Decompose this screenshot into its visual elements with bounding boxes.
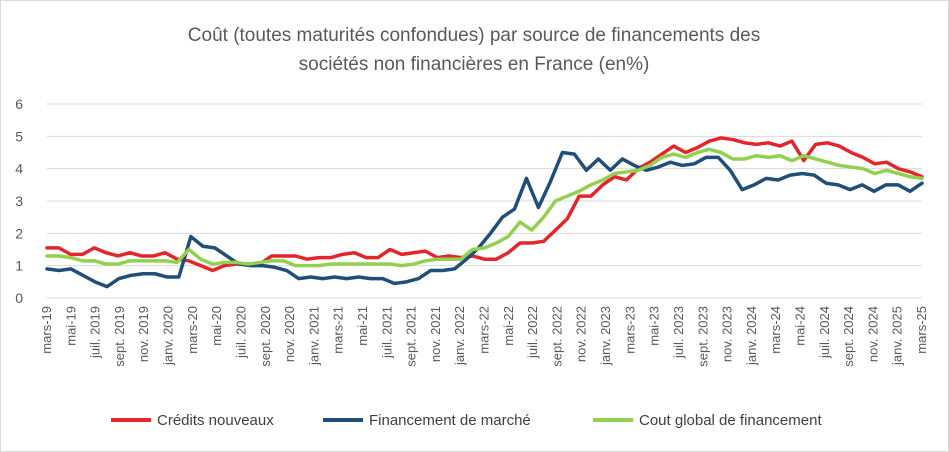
x-tick-label-12: mars-21 bbox=[331, 306, 346, 354]
x-tick-label-17: janv. 2022 bbox=[452, 306, 467, 366]
x-tick-label-16: nov. 2021 bbox=[428, 306, 443, 362]
x-axis-ticks: mars-19 mai-19 juil. 2019 sept. 2019 nov. 20… bbox=[39, 306, 929, 367]
x-tick-label-33: sept. 2024 bbox=[841, 306, 856, 367]
x-tick-label-18: mars-22 bbox=[477, 306, 492, 354]
legend-label-credits-nouveaux: Crédits nouveaux bbox=[157, 412, 274, 429]
x-tick-label-0: mars-19 bbox=[39, 306, 54, 354]
legend-label-financement-de-marche: Financement de marché bbox=[369, 412, 531, 429]
x-tick-label-28: nov. 2023 bbox=[720, 306, 735, 362]
x-tick-label-23: janv. 2023 bbox=[598, 306, 613, 366]
y-tick-label-6: 6 bbox=[15, 96, 23, 112]
x-tick-label-36: mars-25 bbox=[914, 306, 929, 354]
x-tick-label-8: juil. 2020 bbox=[233, 306, 248, 359]
x-tick-label-9: sept. 2020 bbox=[258, 306, 273, 367]
x-tick-label-21: sept. 2022 bbox=[549, 306, 564, 367]
y-tick-label-5: 5 bbox=[15, 128, 23, 144]
x-tick-label-30: mars-24 bbox=[768, 306, 783, 354]
x-tick-label-2: juil. 2019 bbox=[88, 306, 103, 359]
x-tick-label-34: nov. 2024 bbox=[865, 306, 880, 362]
x-tick-label-27: sept. 2023 bbox=[695, 306, 710, 367]
chart-title-line-2: sociétés non financières en France (en%) bbox=[299, 54, 650, 75]
x-tick-label-24: mars-23 bbox=[622, 306, 637, 354]
x-tick-label-35: janv. 2025 bbox=[890, 306, 905, 366]
series-line-0 bbox=[45, 136, 924, 273]
y-tick-label-1: 1 bbox=[15, 258, 23, 274]
series-line-1 bbox=[45, 150, 924, 289]
x-tick-label-31: mai-24 bbox=[792, 306, 807, 346]
legend: Crédits nouveaux Financement de marché C… bbox=[111, 412, 822, 429]
x-tick-label-7: mai-20 bbox=[209, 306, 224, 346]
x-tick-label-5: janv. 2020 bbox=[161, 306, 176, 366]
gridlines bbox=[47, 103, 922, 299]
x-tick-label-13: mai-21 bbox=[355, 306, 370, 346]
x-tick-label-15: sept. 2021 bbox=[404, 306, 419, 367]
x-tick-label-6: mars-20 bbox=[185, 306, 200, 354]
x-tick-label-3: sept. 2019 bbox=[112, 306, 127, 367]
x-tick-label-32: juil. 2024 bbox=[817, 306, 832, 359]
y-tick-label-3: 3 bbox=[15, 193, 23, 209]
y-tick-label-0: 0 bbox=[15, 290, 23, 306]
x-tick-label-22: nov. 2022 bbox=[574, 306, 589, 362]
x-tick-label-11: janv. 2021 bbox=[306, 306, 321, 366]
series-line-2 bbox=[45, 147, 924, 268]
x-tick-label-1: mai-19 bbox=[63, 306, 78, 346]
x-tick-label-29: janv. 2024 bbox=[744, 306, 759, 366]
x-tick-label-26: juil. 2023 bbox=[671, 306, 686, 359]
y-axis-ticks: 0 1 2 3 4 5 6 bbox=[15, 96, 23, 306]
x-tick-label-19: mai-22 bbox=[501, 306, 516, 346]
x-tick-label-20: juil. 2022 bbox=[525, 306, 540, 359]
y-tick-label-4: 4 bbox=[15, 161, 23, 177]
series-lines bbox=[45, 136, 924, 289]
x-tick-label-14: juil. 2021 bbox=[379, 306, 394, 359]
x-tick-label-10: nov. 2020 bbox=[282, 306, 297, 362]
chart-title-line-1: Coût (toutes maturités confondues) par s… bbox=[188, 25, 760, 46]
x-tick-label-25: mai-23 bbox=[647, 306, 662, 346]
x-tick-label-4: nov. 2019 bbox=[136, 306, 151, 362]
legend-label-cout-global: Cout global de financement bbox=[639, 412, 822, 429]
y-tick-label-2: 2 bbox=[15, 225, 23, 241]
